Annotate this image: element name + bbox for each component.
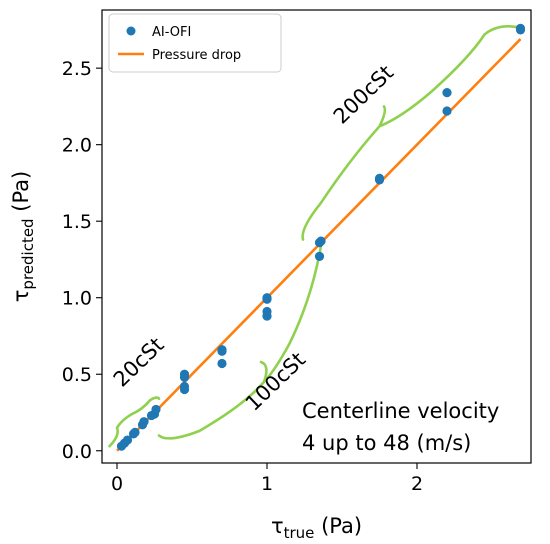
axis-ticks: 0 1 2 0.0 0.5 1.0 1.5 2.0 2.5 [62, 58, 423, 495]
plot-area [116, 23, 526, 452]
bracket-group: 20cSt 100cSt 200cSt [108, 25, 524, 448]
y-axis-label-unit: (Pa) [9, 171, 33, 219]
y-axis-label-sub: predicted [19, 218, 37, 289]
annotation-line-1: Centerline velocity [302, 399, 499, 423]
annotation-line-2: 4 up to 48 (m/s) [302, 431, 471, 455]
y-tick-label: 1.0 [62, 288, 92, 310]
bracket-label-200cst: 200cSt [329, 60, 398, 128]
y-tick-label: 0.0 [62, 441, 92, 463]
data-point-ai-ofi [262, 293, 272, 303]
data-point-ai-ofi [217, 345, 227, 355]
data-point-ai-ofi [374, 173, 385, 183]
data-point-ai-ofi [217, 358, 227, 369]
bracket-label-20cst: 20cSt [109, 333, 169, 392]
data-point-ai-ofi [316, 236, 326, 246]
legend-label-pressure-drop: Pressure drop [152, 48, 241, 63]
y-tick-label: 2.5 [62, 58, 92, 80]
data-point-ai-ofi [262, 306, 272, 317]
data-point-ai-ofi [442, 106, 452, 116]
data-point-ai-ofi [139, 417, 149, 427]
data-point-ai-ofi [515, 23, 526, 33]
legend: AI-OFI Pressure drop [108, 13, 282, 73]
legend-label-ai-ofi: AI-OFI [152, 25, 191, 40]
bracket-20cst [108, 396, 161, 448]
x-tick-label: 1 [261, 473, 273, 495]
data-point-ai-ofi [442, 88, 452, 98]
bracket-100cst [157, 244, 323, 440]
legend-marker-ai-ofi [126, 26, 136, 36]
x-axis-label-unit: (Pa) [314, 514, 362, 538]
x-axis-label: τtrue (Pa) [271, 514, 362, 542]
legend-box [108, 13, 282, 73]
data-point-ai-ofi [179, 369, 190, 379]
data-point-ai-ofi [314, 251, 325, 261]
x-axis-label-sub: true [284, 524, 315, 542]
x-tick-label: 2 [411, 473, 423, 495]
bracket-label-100cst: 100cSt [241, 347, 310, 415]
y-tick-label: 2.0 [62, 135, 92, 157]
x-axis-label-main: τ [271, 514, 284, 538]
data-point-ai-ofi [122, 435, 133, 445]
data-point-ai-ofi [130, 427, 140, 437]
y-axis-label-main: τ [9, 290, 33, 303]
y-tick-label: 1.5 [62, 211, 92, 233]
axes-frame [101, 9, 532, 464]
data-point-ai-ofi [151, 404, 161, 415]
x-tick-label: 0 [111, 473, 123, 495]
bracket-200cst [301, 25, 524, 241]
data-point-ai-ofi [179, 381, 190, 392]
y-tick-label: 0.5 [62, 364, 92, 386]
y-axis-label: τpredicted (Pa) [9, 171, 37, 302]
